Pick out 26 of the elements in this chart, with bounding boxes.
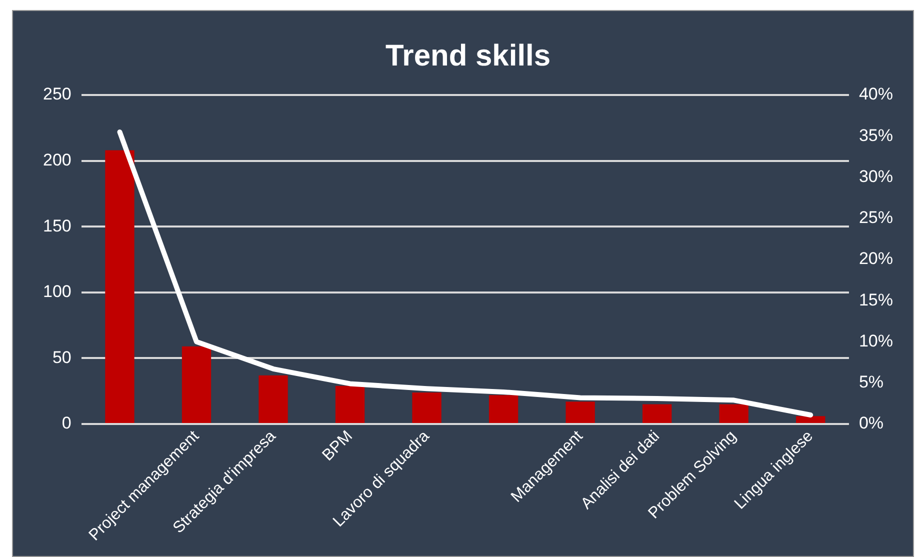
y2-tick-label: 10% (858, 331, 894, 350)
y2-tick-label: 15% (858, 290, 894, 310)
y-tick-label: 250 (42, 84, 72, 104)
bar (796, 416, 826, 424)
bar (719, 404, 748, 424)
y2-tick-label: 5% (858, 372, 884, 392)
bar (258, 375, 288, 424)
y2-tick-label: 25% (858, 208, 894, 228)
bar (488, 395, 518, 424)
y2-tick-label: 35% (858, 126, 894, 145)
y-tick-label: 0 (62, 414, 72, 433)
y-tick-label: 50 (52, 348, 72, 367)
y-tick-label: 200 (42, 150, 72, 170)
y2-tick-label: 0% (858, 414, 884, 433)
bar (105, 150, 134, 424)
bar (642, 404, 672, 424)
y2-tick-label: 40% (858, 84, 894, 104)
bar (182, 346, 212, 424)
y-tick-label: 100 (42, 282, 72, 302)
chart-title: Trend skills (385, 39, 551, 72)
bar (412, 392, 442, 424)
bar (335, 386, 365, 424)
y2-tick-label: 20% (858, 249, 894, 268)
y2-tick-label: 30% (858, 166, 894, 186)
bar (566, 402, 595, 424)
y-tick-label: 150 (42, 216, 72, 236)
